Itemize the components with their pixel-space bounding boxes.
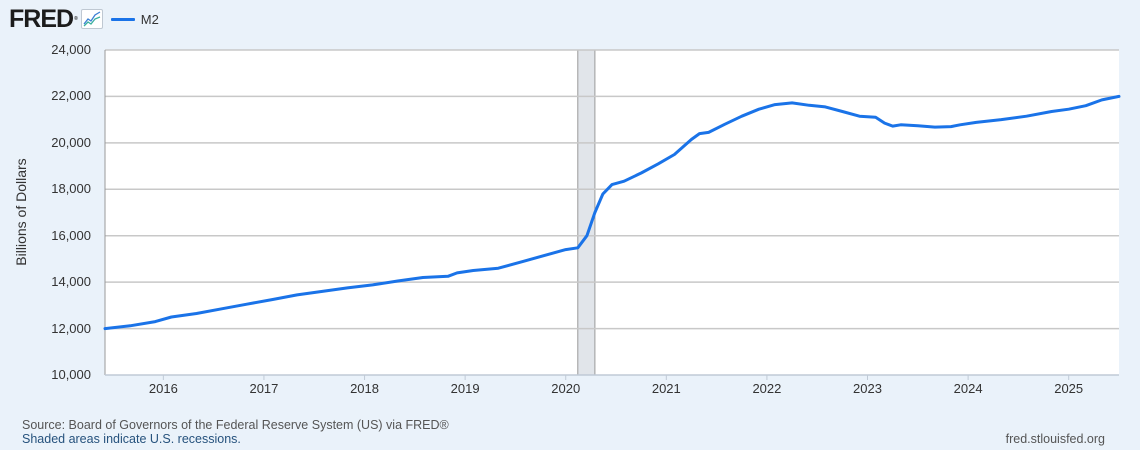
recession-note: Shaded areas indicate U.S. recessions. [22, 432, 241, 446]
x-tick-label: 2023 [853, 381, 882, 396]
x-tick-label: 2025 [1054, 381, 1084, 396]
x-tick-label: 2024 [953, 381, 983, 396]
x-tick-label: 2018 [350, 381, 379, 396]
source-note: Source: Board of Governors of the Federa… [22, 418, 449, 432]
legend-label: M2 [140, 11, 159, 27]
x-tick-label: 2020 [551, 381, 581, 396]
y-tick-label: 12,000 [51, 320, 91, 336]
fred-logo[interactable]: FRED® [9, 5, 78, 33]
series-line-m2[interactable] [103, 94, 1121, 331]
y-axis-label: Billions of Dollars [13, 158, 29, 266]
y-tick-label: 20,000 [51, 134, 91, 150]
x-tick-label: 2019 [450, 381, 480, 396]
x-tick-label: 2016 [148, 381, 178, 396]
y-tick-label: 22,000 [51, 88, 91, 104]
y-tick-label: 16,000 [51, 227, 91, 243]
y-tick-label: 18,000 [51, 181, 91, 197]
legend-swatch [110, 17, 135, 21]
fred-url-link[interactable]: fred.stlouisfed.org [1005, 432, 1105, 446]
x-tick-label: 2022 [752, 381, 782, 396]
plot-background [105, 50, 1119, 375]
recession-shading [577, 49, 596, 376]
chart-line-icon[interactable] [80, 9, 103, 29]
y-tick-label: 24,000 [51, 42, 91, 57]
x-tick-label: 2017 [249, 381, 279, 396]
y-tick-label: 10,000 [51, 367, 91, 382]
x-tick-label: 2021 [651, 381, 681, 396]
y-tick-label: 14,000 [51, 274, 91, 290]
legend-item-m2[interactable]: M2 [110, 11, 159, 27]
chart-header: FRED® M2 [9, 6, 159, 32]
